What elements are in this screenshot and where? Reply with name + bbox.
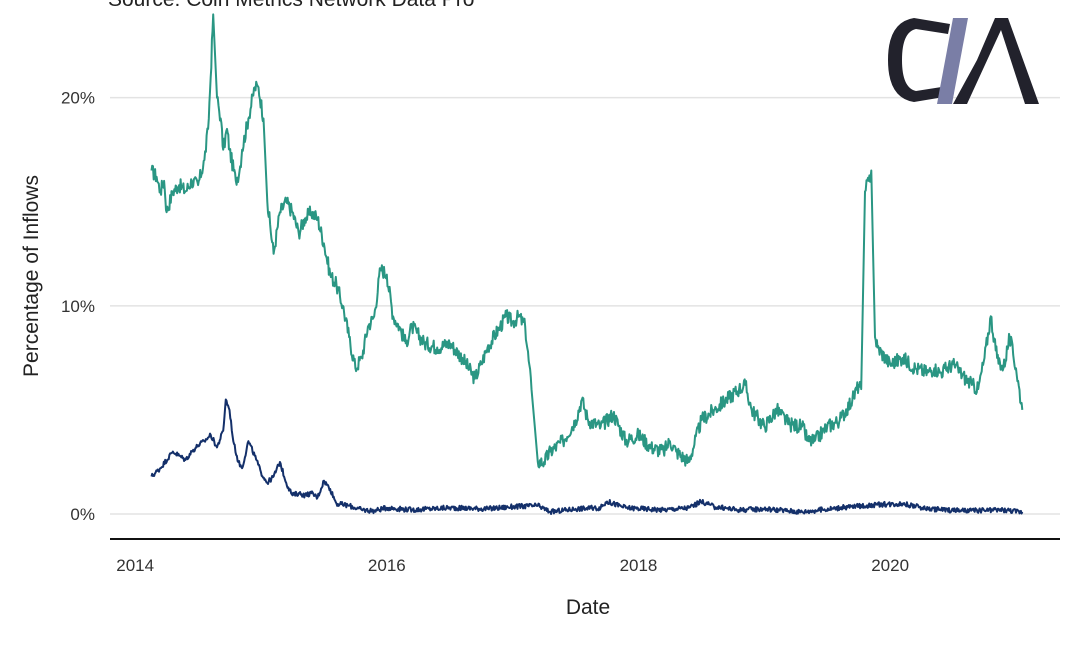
y-axis-title: Percentage of Inflows xyxy=(20,175,43,377)
x-axis-title: Date xyxy=(566,596,610,619)
y-tick-label: 20% xyxy=(61,89,95,108)
x-tick-label: 2020 xyxy=(871,556,909,575)
x-axis-ticks: 2014 2016 2018 2020 xyxy=(116,556,909,575)
y-tick-label: 0% xyxy=(70,505,95,524)
y-axis-ticks: 0% 10% 20% xyxy=(61,89,95,524)
x-tick-label: 2018 xyxy=(620,556,658,575)
x-tick-label: 2016 xyxy=(368,556,406,575)
series-line-2 xyxy=(150,398,1024,515)
grid-lines xyxy=(110,96,1060,515)
source-note: Source: Coin Metrics Network Data Pro xyxy=(108,0,474,11)
coin-metrics-logo xyxy=(888,18,1039,104)
x-tick-label: 2014 xyxy=(116,556,154,575)
y-tick-label: 10% xyxy=(61,297,95,316)
series-layer xyxy=(150,13,1024,515)
series-line-1 xyxy=(150,13,1024,469)
